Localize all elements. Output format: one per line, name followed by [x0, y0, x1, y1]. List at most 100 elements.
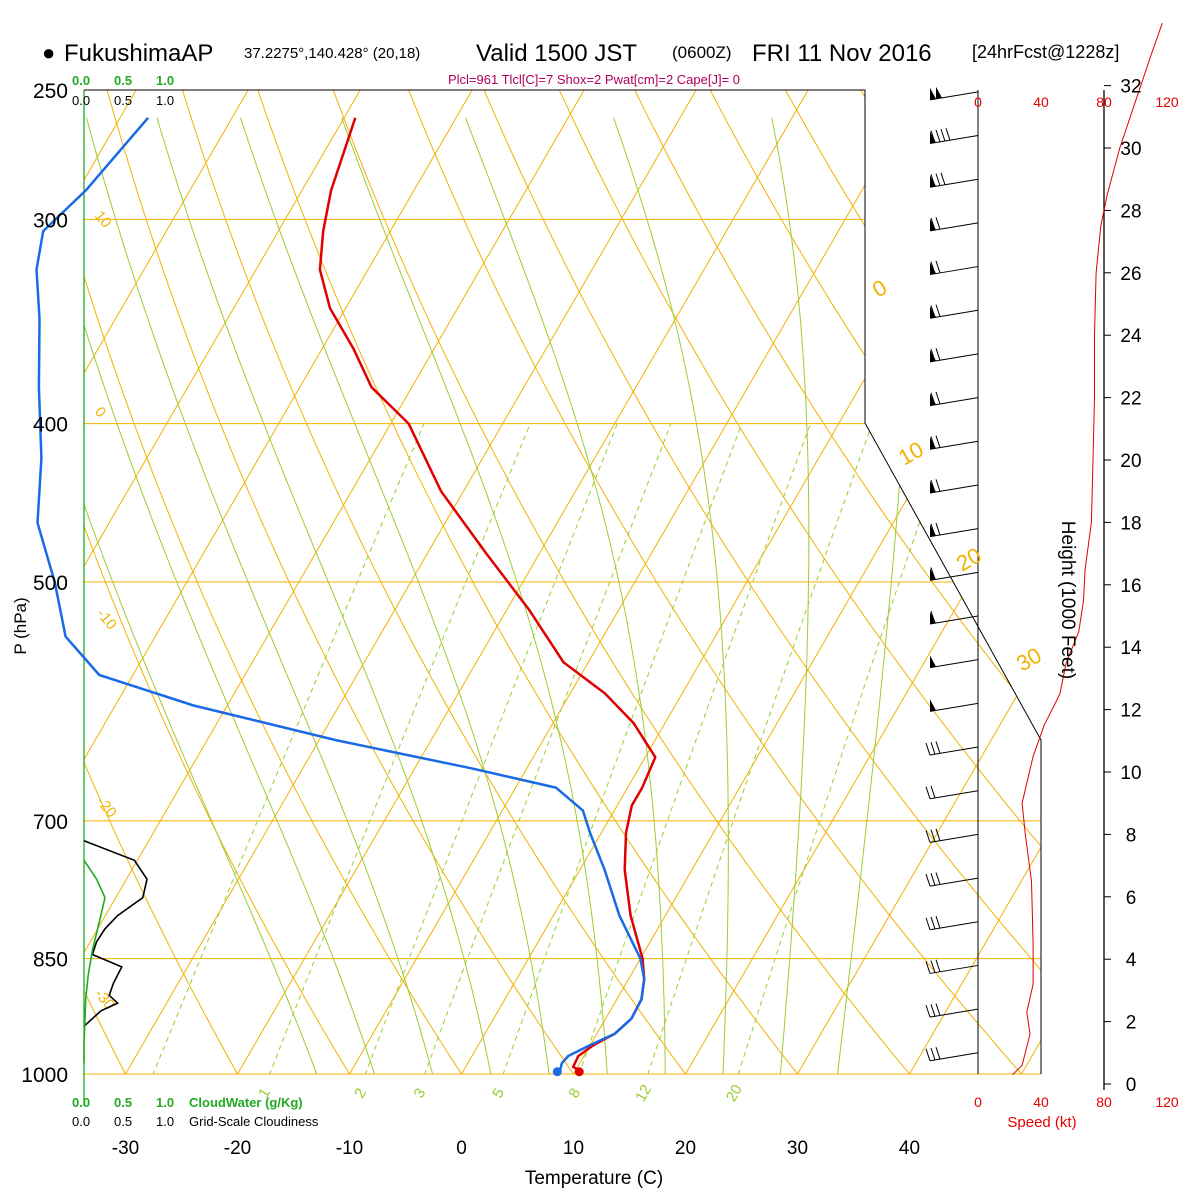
wind-barbs: [925, 86, 979, 1062]
wind-barb-shaft: [929, 397, 979, 407]
dry-adiabat-line: [396, 90, 1041, 1074]
wind-barb-feather: [930, 873, 936, 886]
isotherm-line: [0, 90, 24, 1074]
wind-speed-line: [1012, 23, 1163, 1075]
wind-barb-feather: [935, 304, 941, 317]
height-tick-label: 32: [1120, 77, 1141, 98]
wind-barb-shaft: [929, 964, 979, 974]
height-tick-label: 8: [1126, 825, 1137, 846]
height-tick-label: 18: [1120, 513, 1141, 534]
wind-barb-feather: [925, 873, 931, 887]
station-bullet-icon: ●: [42, 40, 55, 65]
mixing-ratio-line: [490, 423, 743, 1074]
cw-top-tick-0: 0.0: [72, 73, 90, 88]
temperature-surface-dot: [574, 1067, 584, 1077]
wind-barb-shaft: [929, 615, 979, 625]
speed-tick-label-bottom: 80: [1096, 1094, 1112, 1110]
dry-adiabat-line: [98, 90, 599, 1074]
speed-tick-label-top: 0: [974, 94, 982, 110]
wind-barb-pennant: [930, 655, 936, 668]
pressure-tick-labels: 250 300 400 500 700 850 1000: [21, 80, 68, 1087]
cloud-water-label: CloudWater (g/Kg): [189, 1095, 303, 1110]
dry-adiabat-line: [84, 90, 145, 1074]
wind-barb-shaft: [929, 1008, 979, 1018]
mixing-ratio-line: [566, 423, 811, 1074]
wind-barb-feather: [930, 217, 936, 231]
speed-tick-label-top: 40: [1033, 94, 1049, 110]
temperature-tick-label: -30: [112, 1138, 139, 1159]
wind-barb-shaft: [929, 440, 979, 450]
speed-tick-label-top: 120: [1155, 94, 1179, 110]
wind-barb-pennant: [936, 86, 942, 99]
moist-adiabat-line: [341, 117, 610, 1074]
wind-barb-feather: [930, 392, 936, 405]
wind-barb-feather: [925, 961, 931, 974]
x-axis-title: Temperature (C): [525, 1168, 663, 1189]
height-tick-label: 16: [1120, 576, 1141, 597]
wind-barb-shaft: [929, 309, 979, 319]
pressure-tick-label: 700: [33, 811, 68, 834]
speed-axis-title: Speed (kt): [1007, 1114, 1076, 1131]
mixing-ratio-label: 12: [632, 1082, 655, 1105]
mixing-ratio-line: [635, 423, 873, 1074]
dry-adiabat-line: [247, 90, 826, 1074]
isotherm-label: 0: [91, 404, 109, 421]
y-axis-title: P (hPa): [11, 597, 30, 654]
wind-barb-feather: [935, 828, 941, 841]
wind-barb-feather: [935, 129, 941, 143]
station-name: FukushimaAP: [64, 40, 213, 67]
wind-barb-feather: [935, 916, 941, 929]
pressure-tick-label: 300: [33, 209, 68, 232]
wind-barb-feather: [930, 1047, 936, 1061]
dry-adiabat-label: 30: [1012, 642, 1046, 676]
isotherm-label: -10: [93, 606, 120, 634]
pressure-tick-label: 850: [33, 949, 68, 972]
dry-adiabat-label: 20: [952, 542, 986, 576]
temperature-tick-label: 10: [563, 1138, 584, 1159]
isotherm-line: [84, 90, 361, 1074]
isotherm-line: [1134, 90, 1200, 1074]
speed-tick-label-bottom: 40: [1033, 1094, 1049, 1110]
height-tick-label: 20: [1120, 451, 1141, 472]
wind-barb-feather: [935, 741, 941, 754]
wind-barb-feather: [930, 742, 936, 755]
wind-barb-feather: [935, 391, 941, 405]
dewpoint-line: [35, 116, 646, 1070]
cl-top-tick-1: 0.5: [114, 93, 132, 108]
height-tick-label: 4: [1126, 950, 1137, 971]
height-tick-label: 12: [1120, 701, 1141, 722]
wind-barb-shaft: [929, 1052, 979, 1062]
wind-barb-feather: [935, 479, 941, 492]
dry-adiabat-line: [173, 90, 712, 1074]
wind-barb-feather: [935, 959, 941, 972]
dry-adiabat-line: [992, 90, 1041, 1074]
sounding-profiles: [35, 116, 657, 1077]
dry-adiabat-line: [84, 90, 485, 1074]
dry-adiabat-line: [545, 90, 1041, 1074]
speed-tick-label-bottom: 120: [1155, 1094, 1179, 1110]
cl-bottom-tick-2: 1.0: [156, 1114, 174, 1129]
height-tick-label: 26: [1120, 264, 1141, 285]
wind-barb-feather: [930, 436, 936, 449]
valid-time: Valid 1500 JST: [476, 40, 637, 67]
isotherm-line: [84, 90, 249, 1074]
dry-adiabat-line: [0, 61, 30, 1109]
mixing-ratio-label: 20: [723, 1082, 746, 1105]
dry-adiabat-line: [84, 90, 372, 1074]
dry-adiabat-label: 0: [868, 275, 891, 303]
wind-barb-shaft: [929, 266, 979, 276]
forecast-info: [24hrFcst@1228z]: [972, 42, 1119, 62]
wind-barb-feather: [930, 174, 936, 187]
wind-barb-shaft: [929, 135, 979, 145]
height-tick-label: 6: [1126, 888, 1137, 909]
wind-barb-feather: [925, 917, 931, 930]
wind-barb-feather: [930, 916, 936, 930]
dry-adiabat-line: [1142, 61, 1200, 1109]
wind-barb-feather: [930, 261, 936, 274]
pressure-tick-label: 500: [33, 572, 68, 595]
mixing-ratio-label: 5: [489, 1085, 508, 1101]
height-tick-label: 14: [1120, 638, 1142, 659]
temperature-tick-label: 40: [899, 1138, 920, 1159]
